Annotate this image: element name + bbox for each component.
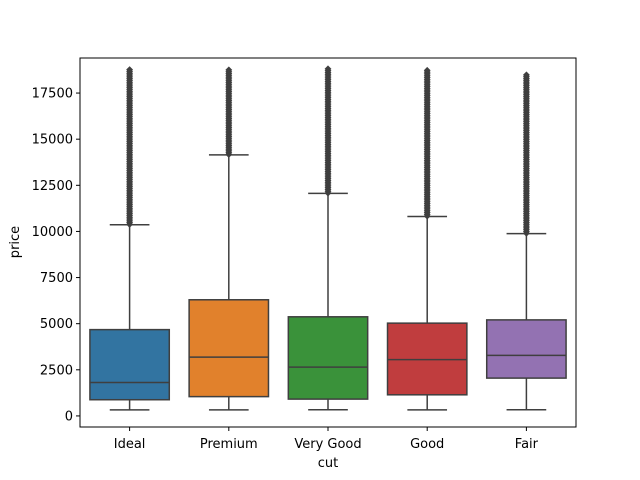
y-axis-label: price — [8, 226, 23, 258]
box-group-good — [386, 66, 468, 411]
y-tick-label: 10000 — [32, 225, 73, 240]
outlier-point — [225, 66, 233, 74]
x-tick-label: Fair — [515, 437, 539, 452]
x-axis-label: cut — [318, 456, 338, 471]
y-tick-label: 0 — [65, 409, 73, 424]
y-tick-label: 12500 — [32, 179, 73, 194]
x-tick-label: Good — [410, 437, 444, 452]
outlier-point — [522, 71, 530, 79]
plot-area — [89, 65, 567, 411]
box-group-fair — [485, 71, 567, 411]
outlier-point — [324, 65, 332, 73]
x-tick-label: Very Good — [294, 437, 361, 452]
y-tick-label: 15000 — [32, 133, 73, 148]
box-group-premium — [188, 66, 270, 411]
y-tick-label: 17500 — [32, 87, 73, 102]
x-tick-label: Ideal — [114, 437, 146, 452]
y-tick-label: 2500 — [40, 363, 73, 378]
box — [287, 316, 369, 400]
box — [188, 299, 270, 398]
box-group-ideal — [89, 66, 171, 411]
outlier-point — [423, 66, 431, 74]
box-group-very-good — [287, 65, 369, 411]
x-tick-label: Premium — [200, 437, 258, 452]
outlier-point — [126, 66, 134, 74]
y-tick-label: 5000 — [40, 317, 73, 332]
box — [89, 328, 171, 401]
box — [485, 319, 567, 379]
y-tick-label: 7500 — [40, 271, 73, 286]
